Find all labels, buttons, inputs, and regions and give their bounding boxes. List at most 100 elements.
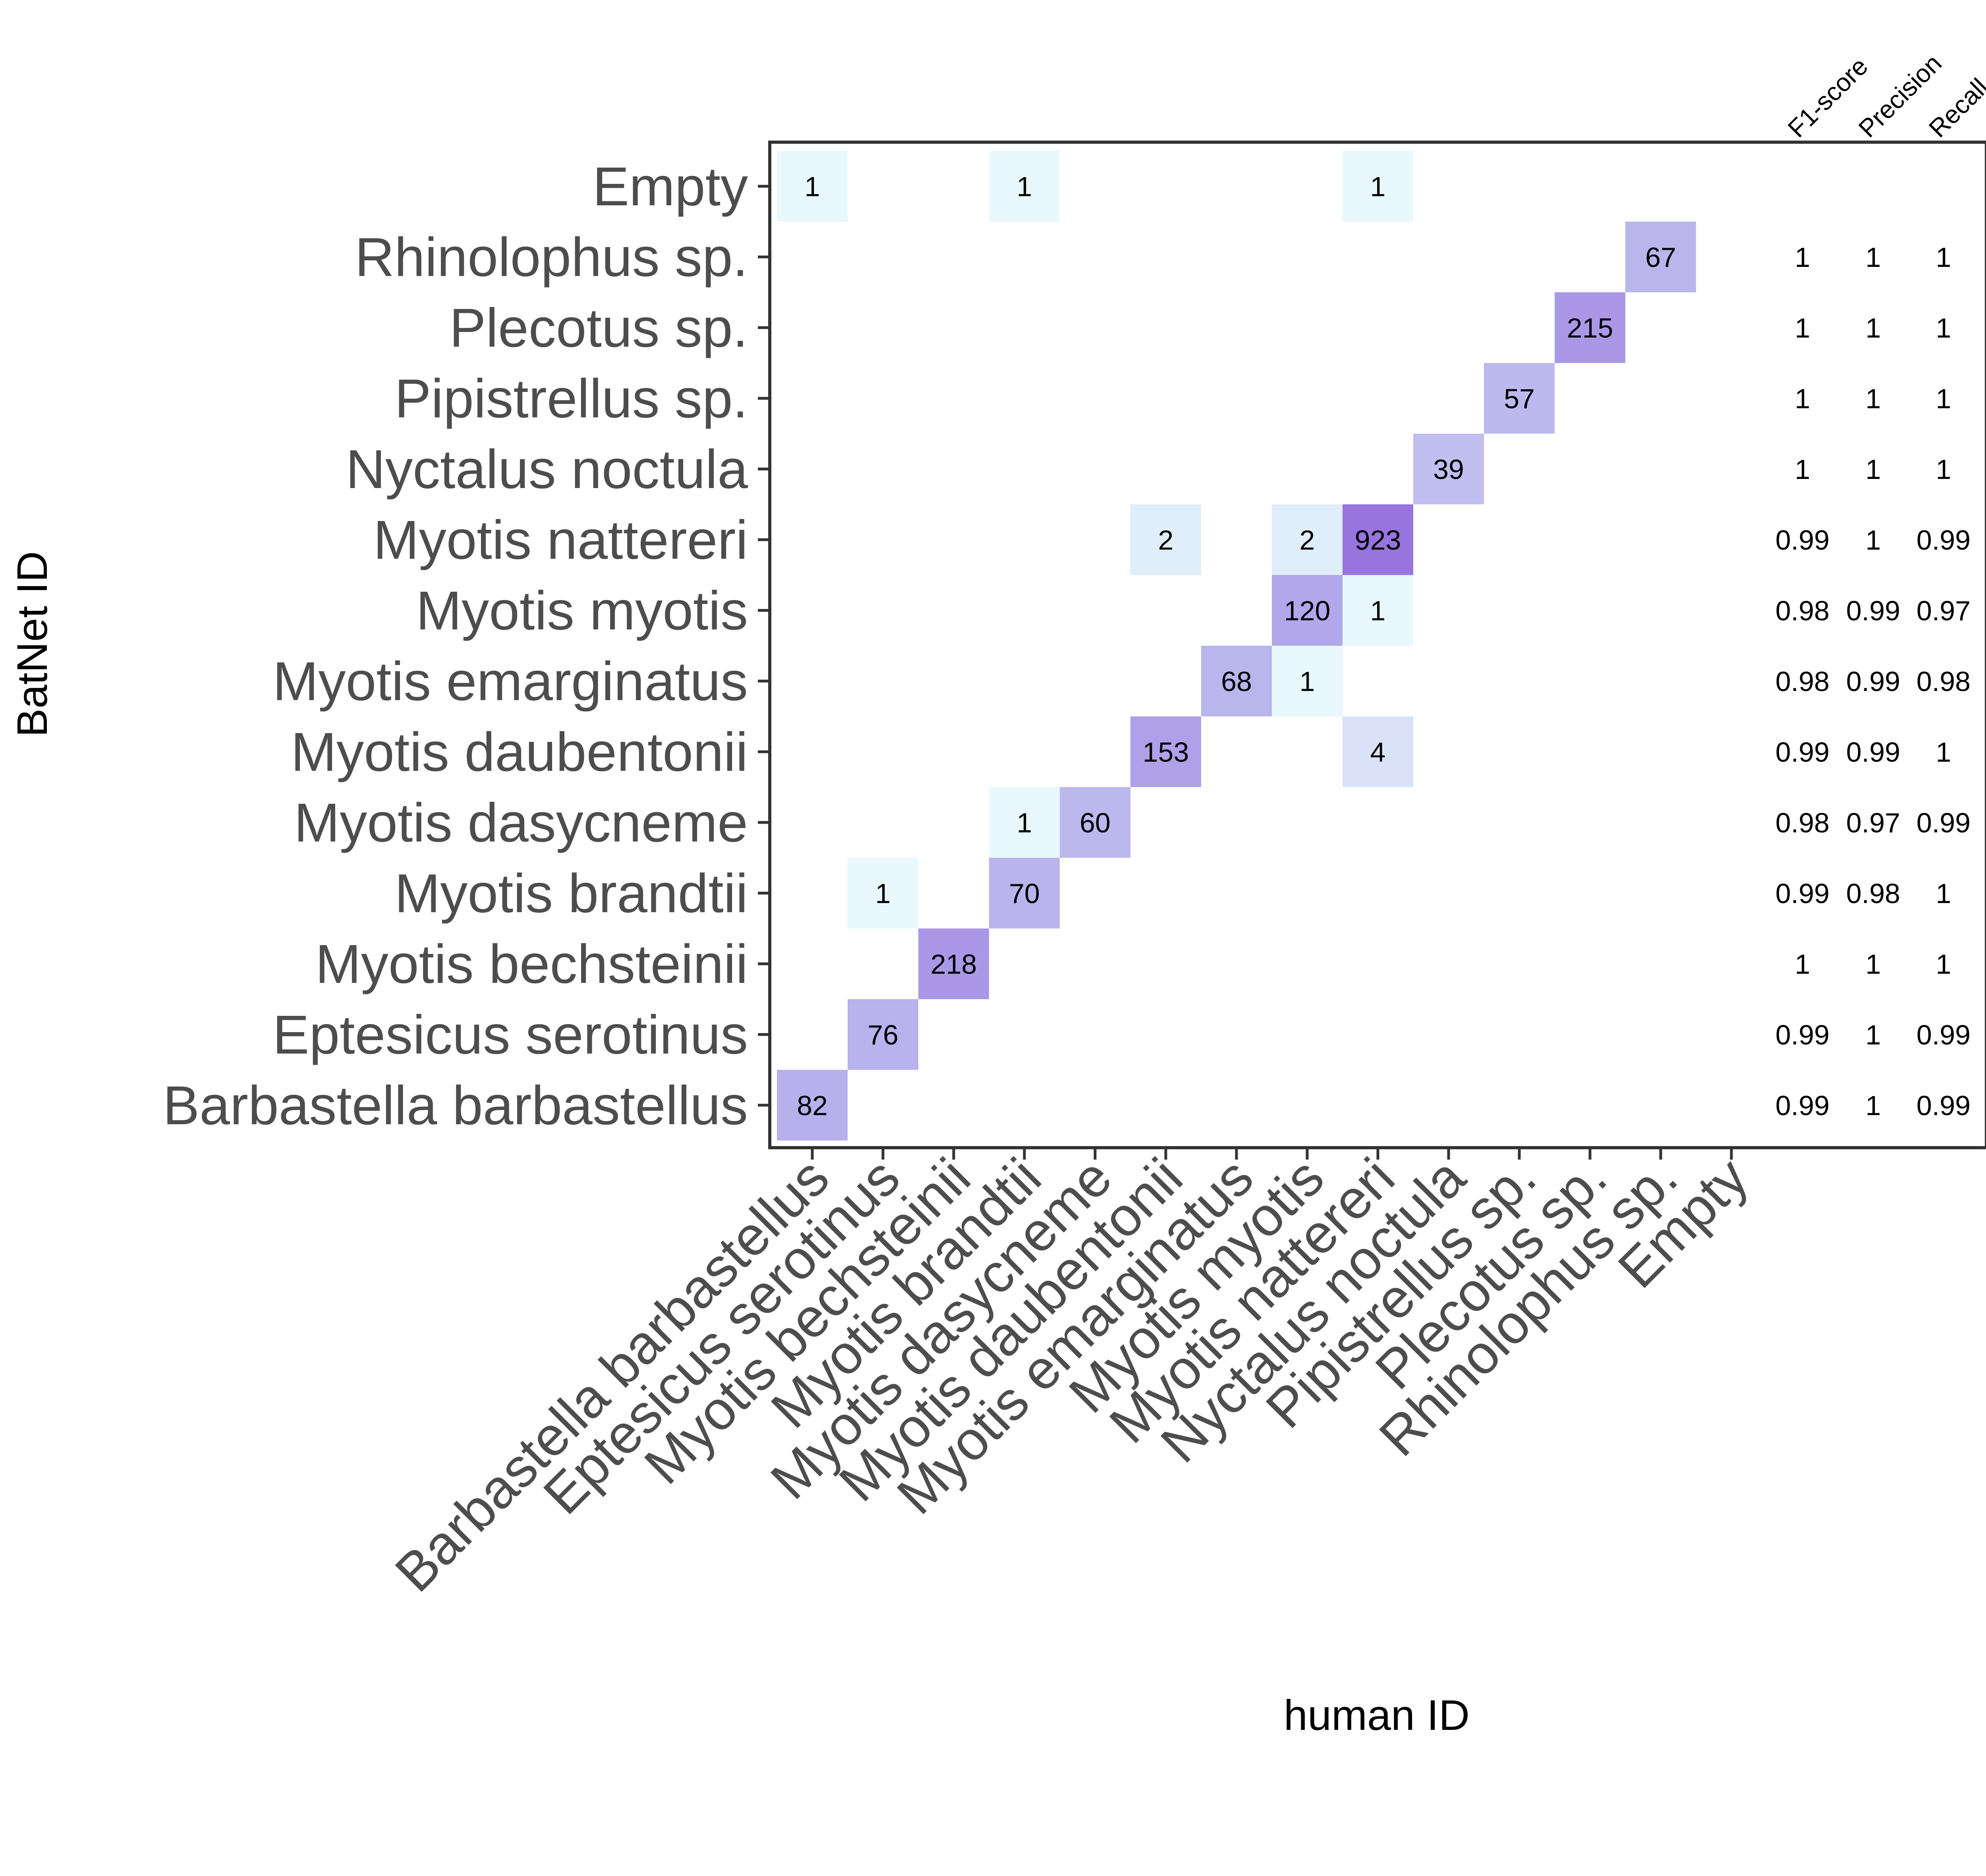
y-tick-label-myotis-brandtii: Myotis brandtii (394, 863, 748, 924)
metric-value-recall: 1 (1936, 737, 1951, 768)
cell-value-label: 2 (1158, 525, 1174, 556)
cell-value-label: 68 (1221, 666, 1252, 697)
y-tick-label-myotis-emarginatus: Myotis emarginatus (273, 651, 748, 712)
cell-value-label: 153 (1143, 737, 1189, 768)
metric-value-recall: 1 (1936, 949, 1951, 980)
cell-value-label: 4 (1370, 737, 1386, 768)
heatmap-cell (1343, 716, 1413, 787)
cell-value-label: 215 (1567, 313, 1613, 344)
heatmap-cell (1343, 504, 1413, 575)
y-tick-label-myotis-dasycneme: Myotis dasycneme (294, 792, 748, 853)
heatmap-cell (918, 928, 989, 999)
y-tick-label-plecotus-sp: Plecotus sp. (449, 297, 748, 359)
metric-value-f1-score: 0.99 (1775, 737, 1830, 768)
y-tick-label-eptesicus-serotinus: Eptesicus serotinus (272, 1004, 748, 1065)
heatmap-cell (989, 787, 1060, 858)
heatmap-cell (1343, 151, 1413, 222)
heatmap-cell (1484, 363, 1555, 434)
metric-value-recall: 1 (1936, 242, 1951, 273)
heatmap-cells: 1 1 1 67 215 57 39 2 2 923 120 1 68 1 153 4 1 60 1 70 218 76 8… (777, 151, 1696, 1141)
cell-value-label: 2 (1300, 525, 1315, 556)
y-axis-title: BatNet ID (8, 551, 56, 737)
y-tick-label-nyctalus-noctula: Nyctalus noctula (346, 439, 748, 500)
metric-value-recall: 0.98 (1916, 666, 1971, 697)
metric-value-precision: 1 (1866, 383, 1881, 414)
heatmap-cell (1130, 716, 1201, 787)
cell-value-label: 1 (875, 878, 891, 909)
metric-value-f1-score: 0.98 (1775, 807, 1830, 838)
metric-value-recall: 0.99 (1916, 1090, 1971, 1121)
heatmap-cell (848, 999, 918, 1070)
cell-value-label: 70 (1009, 878, 1040, 909)
metric-value-recall: 1 (1936, 383, 1951, 414)
metric-value-precision: 0.97 (1846, 807, 1900, 838)
cell-value-label: 1 (1370, 595, 1386, 626)
cell-value-label: 57 (1504, 383, 1535, 414)
metric-value-precision: 1 (1866, 1090, 1881, 1121)
metric-value-precision: 1 (1866, 1019, 1881, 1050)
y-tick-label-pipistrellus-sp: Pipistrellus sp. (394, 368, 748, 429)
heatmap-cell (848, 858, 918, 928)
cell-value-label: 1 (1017, 807, 1032, 838)
heatmap-cell (777, 1070, 848, 1141)
cell-value-label: 923 (1355, 525, 1401, 556)
metric-value-precision: 1 (1866, 949, 1881, 980)
metric-value-precision: 1 (1866, 313, 1881, 344)
metric-value-f1-score: 0.99 (1775, 525, 1830, 556)
metric-value-f1-score: 0.98 (1775, 595, 1830, 626)
metric-value-recall: 1 (1936, 878, 1951, 909)
y-tick-labels: Barbastella barbastellus Eptesicus seroti… (163, 156, 748, 1136)
metric-value-recall: 1 (1936, 454, 1951, 485)
y-tick-label-myotis-daubentonii: Myotis daubentonii (291, 722, 748, 783)
y-tick-label-barbastella-barbastellus: Barbastella barbastellus (163, 1075, 748, 1136)
heatmap-cell (1413, 434, 1484, 504)
metric-value-f1-score: 0.98 (1775, 666, 1830, 697)
metric-value-precision: 1 (1866, 242, 1881, 273)
cell-value-label: 67 (1645, 242, 1676, 273)
metric-value-recall: 0.99 (1916, 1019, 1971, 1050)
y-tick-label-myotis-myotis: Myotis myotis (416, 580, 748, 641)
metric-value-f1-score: 0.99 (1775, 1090, 1830, 1121)
metric-value-f1-score: 1 (1795, 313, 1810, 344)
metric-value-f1-score: 1 (1795, 454, 1810, 485)
heatmap-cell (989, 858, 1060, 928)
metric-value-f1-score: 1 (1795, 242, 1810, 273)
metric-value-f1-score: 1 (1795, 383, 1810, 414)
heatmap-cell (1272, 646, 1343, 716)
plot-panel-border (768, 141, 1986, 1149)
cell-value-label: 1 (1370, 171, 1386, 202)
metric-value-precision: 0.98 (1846, 878, 1900, 909)
metric-value-f1-score: 0.99 (1775, 878, 1830, 909)
cell-value-label: 76 (867, 1019, 898, 1050)
heatmap-cell (1272, 575, 1343, 646)
x-axis-title: human ID (1284, 1691, 1470, 1739)
y-tick-label-rhinolophus-sp: Rhinolophus sp. (355, 227, 748, 288)
heatmap-cell (1201, 646, 1272, 716)
cell-value-label: 218 (931, 949, 977, 980)
heatmap-cell (1555, 292, 1625, 363)
metric-value-precision: 1 (1866, 454, 1881, 485)
heatmap-cell (1060, 787, 1130, 858)
metric-value-recall: 0.99 (1916, 525, 1971, 556)
heatmap-cell (1130, 504, 1201, 575)
metric-value-recall: 1 (1936, 313, 1951, 344)
heatmap-cell (1625, 222, 1696, 292)
metric-value-precision: 0.99 (1846, 737, 1900, 768)
metric-value-f1-score: 0.99 (1775, 1019, 1830, 1050)
metric-value-precision: 0.99 (1846, 595, 1900, 626)
y-tick-label-myotis-bechsteinii: Myotis bechsteinii (315, 934, 748, 995)
y-tick-label-empty: Empty (593, 156, 748, 217)
heatmap-cell (1272, 504, 1343, 575)
metric-value-precision: 0.99 (1846, 666, 1900, 697)
cell-value-label: 1 (805, 171, 820, 202)
cell-value-label: 82 (797, 1090, 828, 1121)
metric-value-recall: 0.99 (1916, 807, 1971, 838)
y-tick-label-myotis-nattereri: Myotis nattereri (373, 510, 748, 571)
cell-value-label: 60 (1080, 807, 1111, 838)
heatmap-cell (1343, 575, 1413, 646)
metric-value-precision: 1 (1866, 525, 1881, 556)
cell-value-label: 1 (1017, 171, 1032, 202)
heatmap-cell (777, 151, 848, 222)
